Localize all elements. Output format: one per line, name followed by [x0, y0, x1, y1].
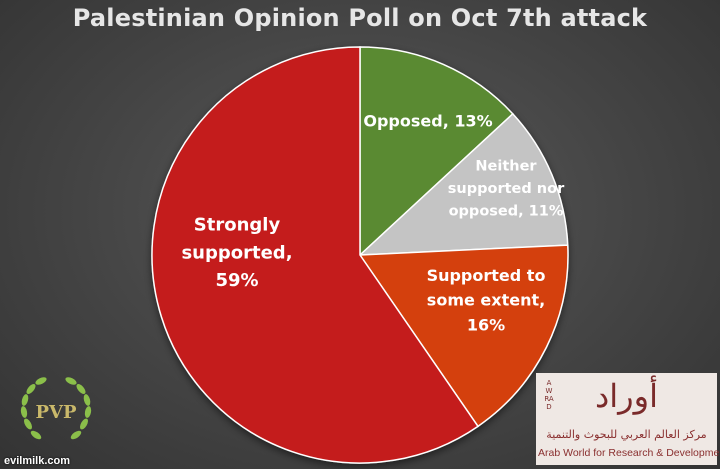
watermark: evilmilk.com	[4, 455, 71, 467]
pie-slice-1	[357, 112, 569, 256]
pie-label-2: Supported to some extent, 16%	[427, 266, 546, 335]
awrad-english-name: Arab World for Research & Development	[538, 447, 720, 459]
pvp-logo-text: PVP	[35, 402, 77, 423]
awrad-calligraphy-icon: أوراد	[595, 377, 658, 415]
pie-slice-2	[358, 244, 569, 428]
pie-label-0: Opposed, 13%	[363, 112, 492, 131]
laurel-wreath-icon	[20, 377, 92, 440]
awrad-vertical-text: AWRAD	[544, 379, 554, 411]
pie-label-1: Neither supported nor opposed, 11%	[448, 159, 565, 220]
pie-slice-0	[359, 46, 514, 257]
awrad-arabic-name: مركز العالم العربي للبحوث والتنمية	[546, 428, 707, 441]
pie-label-3: Strongly supported, 59%	[181, 214, 292, 291]
pie-slice-3	[151, 46, 479, 464]
awrad-logo: AWRAD أوراد مركز العالم العربي للبحوث وا…	[536, 373, 720, 465]
chart-title: Palestinian Opinion Poll on Oct 7th atta…	[72, 4, 648, 32]
pvp-logo: PVP	[14, 372, 98, 452]
